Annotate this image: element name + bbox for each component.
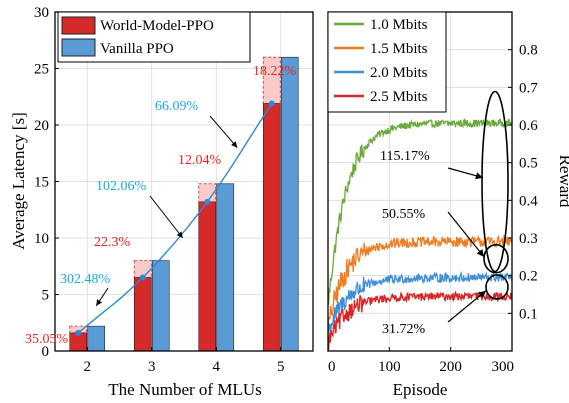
bar-y-tick-label: 25 bbox=[34, 62, 49, 78]
bar-vanilla-ppo bbox=[87, 325, 106, 352]
reward-line-2-0-mbits bbox=[327, 270, 513, 335]
bar-annotation-302-48: 302.48% bbox=[60, 272, 111, 287]
reward-lines bbox=[327, 117, 513, 350]
bar-x-tick-label: 2 bbox=[84, 359, 92, 375]
reward-annotation-arrow bbox=[447, 167, 484, 180]
bar-world-model-ppo bbox=[262, 103, 281, 352]
reward-ellipse bbox=[483, 243, 509, 274]
bar-y-ticks: 0 5 10 15 20 25 30 bbox=[34, 5, 59, 360]
reward-y-tick-label: 0.4 bbox=[519, 193, 538, 209]
reward-line-1-0-mbits bbox=[327, 117, 513, 305]
reward-annotation-115-17: 115.17% bbox=[380, 149, 430, 164]
bar-vanilla-ppo bbox=[151, 260, 170, 352]
bar-x-tick-label: 3 bbox=[148, 359, 156, 375]
legend-swatch-vanilla-ppo bbox=[61, 38, 96, 57]
bar-annotation-12-04: 12.04% bbox=[178, 153, 222, 168]
bar-world-model-ppo bbox=[198, 201, 217, 352]
bar-x-tick-label: 4 bbox=[213, 359, 221, 375]
bar-world-model-ppo bbox=[133, 277, 152, 352]
legend-label-1-5-mbits: 1.5 Mbits bbox=[370, 41, 428, 57]
bar-reduction-region bbox=[198, 183, 217, 203]
bar-annotation-18-22: 18.22% bbox=[253, 64, 297, 79]
reward-x-tick-label: 0 bbox=[328, 359, 336, 375]
reward-y-ticks: 0.1 0.2 0.3 0.4 0.5 0.6 0.7 0.8 bbox=[508, 43, 538, 322]
bar-y-tick-label: 0 bbox=[42, 344, 50, 360]
latency-bar-chart: 0 5 10 15 20 25 30 2 3 4 5 World-Model-PPO Vanill… bbox=[9, 5, 314, 399]
reward-x-tick-label: 200 bbox=[439, 359, 462, 375]
bar-annotation-35-05: 35.05% bbox=[25, 332, 69, 347]
bar-annotation-66-09: 66.09% bbox=[155, 99, 199, 114]
legend-label-2-5-mbits: 2.5 Mbits bbox=[370, 89, 428, 105]
reward-ellipse bbox=[481, 90, 509, 273]
reward-line-chart: 0.1 0.2 0.3 0.4 0.5 0.6 0.7 0.8 0 100 200 300 1.0 … bbox=[327, 11, 569, 399]
reward-annotation-31-72: 31.72% bbox=[382, 322, 426, 337]
reward-y-tick-label: 0.7 bbox=[519, 80, 538, 96]
legend-label-1-0-mbits: 1.0 Mbits bbox=[370, 17, 428, 33]
reward-y-tick-label: 0.6 bbox=[519, 118, 538, 134]
bar-annotation-arrow bbox=[95, 287, 109, 307]
trend-line-point bbox=[75, 329, 82, 336]
reward-annotation-arrow bbox=[447, 290, 487, 323]
bar-y-tick-label: 15 bbox=[34, 175, 49, 191]
legend-label-vanilla-ppo: Vanilla PPO bbox=[100, 41, 174, 57]
reward-legend: 1.0 Mbits 1.5 Mbits 2.0 Mbits 2.5 Mbits bbox=[327, 11, 447, 113]
bar-x-tick-label: 5 bbox=[277, 359, 285, 375]
reward-y-tick-label: 0.2 bbox=[519, 269, 538, 285]
legend-label-2-0-mbits: 2.0 Mbits bbox=[370, 65, 428, 81]
bar-x-axis-label: The Number of MLUs bbox=[108, 380, 261, 399]
reward-x-tick-label: 300 bbox=[492, 359, 515, 375]
trend-line-point bbox=[204, 198, 211, 205]
reward-y-tick-label: 0.1 bbox=[519, 306, 538, 322]
bar-y-tick-label: 30 bbox=[34, 5, 49, 21]
trend-line-path bbox=[77, 103, 273, 334]
bar-annotation-arrows bbox=[95, 115, 238, 307]
reward-x-axis-label: Episode bbox=[393, 380, 448, 399]
legend-label-world-model-ppo: World-Model-PPO bbox=[100, 18, 214, 34]
bar-x-ticks: 2 3 4 5 bbox=[84, 347, 285, 375]
bar-annotation-22-3: 22.3% bbox=[94, 235, 131, 250]
bar-y-tick-label: 5 bbox=[42, 288, 50, 304]
reward-y-tick-label: 0.8 bbox=[519, 43, 538, 59]
reward-annotation-50-55: 50.55% bbox=[382, 207, 426, 222]
reward-annotation-arrow bbox=[447, 211, 485, 258]
reward-y-axis-label: Reward bbox=[556, 155, 569, 208]
bar-y-tick-label: 20 bbox=[34, 118, 49, 134]
reward-y-tick-label: 0.5 bbox=[519, 156, 538, 172]
bar-vanilla-ppo bbox=[216, 183, 235, 352]
bar-annotation-arrow bbox=[149, 195, 184, 239]
reward-y-tick-label: 0.3 bbox=[519, 231, 538, 247]
trend-line-point bbox=[139, 274, 146, 281]
bar-marks bbox=[69, 56, 299, 352]
trend-line bbox=[75, 100, 275, 336]
bar-annotation-arrow bbox=[209, 115, 238, 148]
bar-gridlines bbox=[55, 12, 313, 351]
reward-line-1-5-mbits bbox=[327, 234, 513, 338]
bar-vanilla-ppo bbox=[280, 56, 299, 352]
bar-annotation-102-06: 102.06% bbox=[96, 179, 147, 194]
reward-x-tick-label: 100 bbox=[378, 359, 401, 375]
trend-line-point bbox=[268, 100, 275, 107]
reward-annotation-marks bbox=[447, 90, 509, 323]
reward-x-ticks: 0 100 200 300 bbox=[327, 347, 515, 375]
bar-legend: World-Model-PPO Vanilla PPO bbox=[57, 11, 251, 63]
reward-ellipse bbox=[485, 274, 509, 300]
bar-y-tick-label: 10 bbox=[34, 231, 49, 247]
bar-y-axis-label: Average Latency [s] bbox=[9, 112, 28, 250]
legend-swatch-world-model-ppo bbox=[61, 16, 96, 35]
